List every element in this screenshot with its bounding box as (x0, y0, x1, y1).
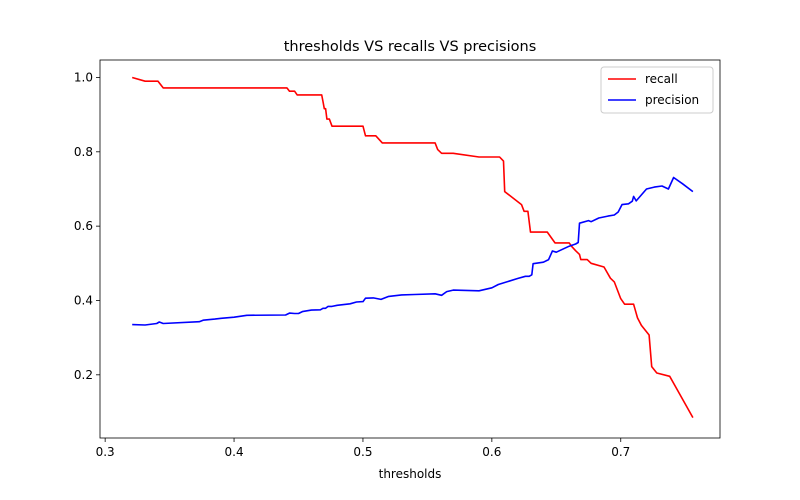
legend-label-precision: precision (645, 93, 699, 107)
x-tick-label: 0.4 (225, 445, 244, 459)
y-tick-label: 0.6 (74, 219, 93, 233)
x-tick-label: 0.5 (353, 445, 372, 459)
series-line-precision (132, 176, 694, 326)
y-tick-label: 0.2 (74, 368, 93, 382)
y-tick-label: 0.8 (74, 145, 93, 159)
legend-label-recall: recall (645, 72, 678, 86)
x-axis: 0.3 0.4 0.5 0.6 0.7 (96, 438, 630, 459)
y-axis: 0.2 0.4 0.6 0.8 1.0 (74, 70, 100, 382)
y-tick-label: 0.4 (74, 293, 93, 307)
chart-title: thresholds VS recalls VS precisions (284, 39, 537, 55)
legend: recall precision (600, 66, 714, 114)
x-tick-label: 0.3 (96, 445, 115, 459)
plot-area (131, 76, 694, 418)
series-line-recall (131, 76, 694, 418)
y-tick-label: 1.0 (74, 70, 93, 84)
x-tick-label: 0.6 (482, 445, 501, 459)
axes-frame (99, 59, 721, 439)
x-tick-label: 0.7 (611, 445, 630, 459)
x-axis-label: thresholds (379, 467, 442, 481)
